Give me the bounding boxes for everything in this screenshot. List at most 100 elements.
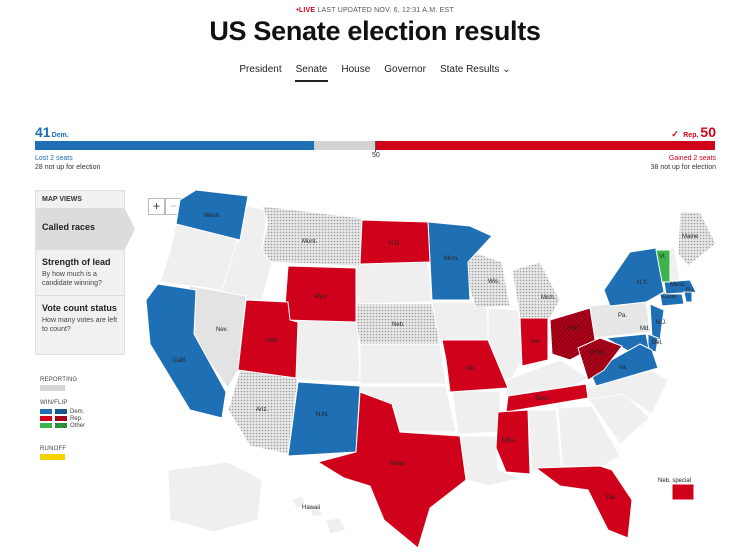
label-miss: Miss.: [502, 438, 516, 444]
state-new-york[interactable]: [603, 247, 665, 307]
label-utah: Utah: [265, 338, 278, 344]
seat-balance-bar: [35, 141, 715, 150]
state-tennessee[interactable]: [505, 383, 589, 413]
dem-tally: 41Dem.: [35, 124, 69, 142]
state-rhode-island[interactable]: [683, 291, 693, 303]
state-pennsylvania[interactable]: [589, 299, 651, 339]
undecided-seat-segment: [313, 141, 375, 150]
state-hawaii[interactable]: [291, 495, 347, 535]
map-view-called-races[interactable]: Called races: [36, 209, 135, 250]
rep-swatch: [40, 416, 52, 421]
label-nj: N.J.: [656, 320, 667, 326]
label-wva: W.Va.: [590, 350, 606, 356]
nav-state-results[interactable]: State Results ⌄: [439, 64, 512, 82]
dem-seat-segment: [35, 141, 314, 150]
state-nebraska-special-box[interactable]: [671, 483, 695, 501]
label-ohio: Ohio: [567, 326, 580, 332]
rep-flip-swatch: [55, 416, 67, 421]
state-minnesota[interactable]: [427, 221, 493, 301]
state-west-virginia[interactable]: [577, 337, 623, 381]
rep-tally: ✓ Rep. 50: [671, 124, 716, 142]
label-minn: Minn.: [444, 256, 459, 262]
dem-summary: Lost 2 seats 28 not up for election: [35, 154, 100, 172]
last-updated-text: LAST UPDATED NOV. 6, 12:31 A.M. EST: [317, 7, 454, 14]
rep-seat-segment: [374, 141, 715, 150]
rep-summary: Gained 2 seats 38 not up for election: [651, 154, 716, 172]
rep-party-label: Rep.: [683, 132, 699, 139]
nav-senate[interactable]: Senate: [294, 64, 329, 82]
state-north-dakota[interactable]: [359, 219, 431, 265]
live-dot-icon: •: [296, 7, 299, 14]
state-utah[interactable]: [237, 299, 299, 379]
page-title: US Senate election results: [209, 16, 541, 46]
race-nav: President Senate House Governor State Re…: [0, 64, 750, 82]
state-indiana[interactable]: [519, 317, 549, 367]
label-neb-special: Neb. special: [658, 478, 691, 484]
state-michigan[interactable]: [511, 261, 561, 319]
state-massachusetts[interactable]: [663, 279, 697, 295]
label-wis: Wis.: [488, 279, 500, 285]
other-flip-swatch: [55, 423, 67, 428]
state-florida[interactable]: [534, 465, 633, 539]
state-georgia[interactable]: [557, 405, 621, 469]
reporting-swatch: [40, 385, 65, 391]
label-texas: Texas: [389, 461, 405, 467]
map-view-vote-count-status[interactable]: Vote count status How many votes are lef…: [36, 296, 124, 341]
state-washington[interactable]: [175, 189, 249, 241]
state-montana[interactable]: [261, 205, 363, 267]
state-alabama[interactable]: [527, 409, 563, 471]
legend-win-flip: WIN/FLIP Dem. Rep. Other: [40, 400, 85, 429]
label-va: Va.: [619, 365, 628, 371]
state-virginia[interactable]: [589, 343, 659, 387]
map-view-strength-of-lead[interactable]: Strength of lead By how much is a candid…: [36, 250, 124, 296]
legend-reporting: REPORTING: [40, 377, 77, 392]
state-arkansas[interactable]: [451, 389, 501, 435]
state-california[interactable]: [145, 283, 227, 419]
nav-president[interactable]: President: [239, 64, 282, 75]
label-neb: Neb.: [392, 322, 405, 328]
rep-change: Gained 2 seats: [668, 155, 716, 162]
runoff-swatch: [40, 454, 65, 460]
state-connecticut[interactable]: [659, 293, 685, 307]
state-maine[interactable]: [677, 211, 717, 267]
label-ind: Ind.: [531, 339, 541, 345]
nav-state-results-label: State Results: [439, 64, 500, 75]
label-calif: Calif.: [173, 358, 187, 364]
nav-house[interactable]: House: [341, 64, 371, 75]
legend-reporting-label: REPORTING: [40, 377, 78, 383]
state-missouri[interactable]: [441, 339, 509, 393]
label-wash: Wash.: [204, 213, 221, 219]
majority-tick: [375, 141, 376, 152]
state-mississippi[interactable]: [495, 409, 531, 475]
dem-change: Lost 2 seats: [35, 155, 73, 162]
state-vermont[interactable]: [655, 249, 671, 283]
state-alaska[interactable]: [167, 461, 263, 533]
map-views-panel: MAP VIEWS Called races Strength of lead …: [35, 190, 135, 355]
label-wyo: Wyo.: [314, 294, 328, 300]
zoom-in-button[interactable]: +: [148, 198, 165, 215]
label-mont: Mont.: [302, 239, 317, 245]
legend-runoff-label: RUNOFF: [40, 446, 67, 452]
dem-party-label: Dem.: [51, 132, 69, 139]
nav-governor[interactable]: Governor: [384, 64, 426, 75]
state-texas[interactable]: [316, 391, 467, 549]
state-kansas[interactable]: [359, 343, 447, 385]
label-vt: Vt.: [659, 254, 667, 260]
legend-rep: Rep.: [70, 415, 83, 422]
map-view-desc: How many votes are left to count?: [42, 317, 118, 333]
dem-seat-count: 41: [35, 124, 51, 140]
legend-win-flip-label: WIN/FLIP: [40, 400, 68, 406]
state-new-jersey[interactable]: [649, 303, 665, 341]
live-label: LIVE: [298, 7, 316, 14]
label-conn: Conn.: [662, 294, 678, 300]
label-nev: Nev.: [216, 327, 228, 333]
state-new-mexico[interactable]: [287, 381, 361, 457]
last-updated-line: •LIVE LAST UPDATED NOV. 6, 12:31 A.M. ES…: [0, 7, 750, 14]
label-ny: N.Y.: [637, 280, 648, 286]
label-pa: Pa.: [618, 313, 627, 319]
label-nd: N.D.: [389, 241, 401, 247]
state-south-dakota[interactable]: [354, 261, 433, 305]
label-ri: R.I.: [686, 288, 696, 294]
state-colorado[interactable]: [293, 319, 361, 383]
